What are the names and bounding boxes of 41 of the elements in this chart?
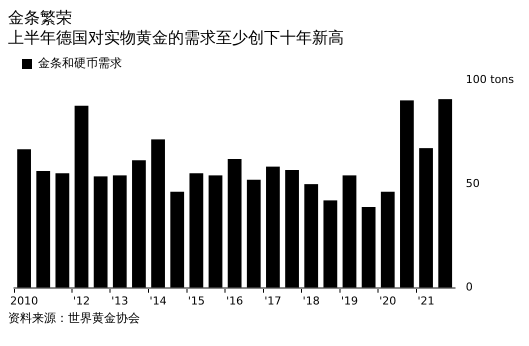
bar [55,173,70,288]
bar [74,106,88,288]
bar [323,200,338,288]
bar [228,158,242,288]
bar [189,173,204,288]
x-tick-label: '14 [150,294,167,308]
y-tick-label: 50 [466,176,480,190]
y-tick-label: 100 tons [466,72,514,86]
chart-title: 金条繁荣 [8,8,73,28]
x-tick-label: 2010 [10,294,38,308]
x-tick-label: '17 [264,294,282,308]
text: 资料来源：世界黄金协会 [8,310,141,326]
chart-subtitle: 上半年德国对实物黄金的需求至少创下十年新高 [8,28,345,48]
bar [285,170,299,288]
y-tick-label: 0 [466,280,473,294]
bar [266,166,280,288]
bar [342,175,356,288]
x-tick-label: '16 [226,294,244,308]
bar [112,175,127,288]
bar [246,180,261,288]
bar [304,184,318,288]
x-tick-label: '21 [418,294,435,308]
bar [17,149,31,288]
bar [151,139,165,288]
bar [94,176,108,288]
bar [132,160,146,288]
bar [380,192,395,288]
bar [438,99,452,288]
x-tick-label: '13 [111,294,128,308]
legend-label: 金条和硬币需求 [38,56,122,70]
x-tick-label: '20 [379,294,396,308]
bar [400,100,414,288]
x-tick-label: '18 [302,294,320,308]
bar [208,175,222,288]
bar [419,148,433,288]
x-tick-label: '15 [188,294,205,308]
bar [170,192,184,288]
bar [36,171,50,288]
x-tick-label: '12 [72,294,90,308]
bar [362,206,376,288]
x-tick-label: '19 [340,294,358,308]
